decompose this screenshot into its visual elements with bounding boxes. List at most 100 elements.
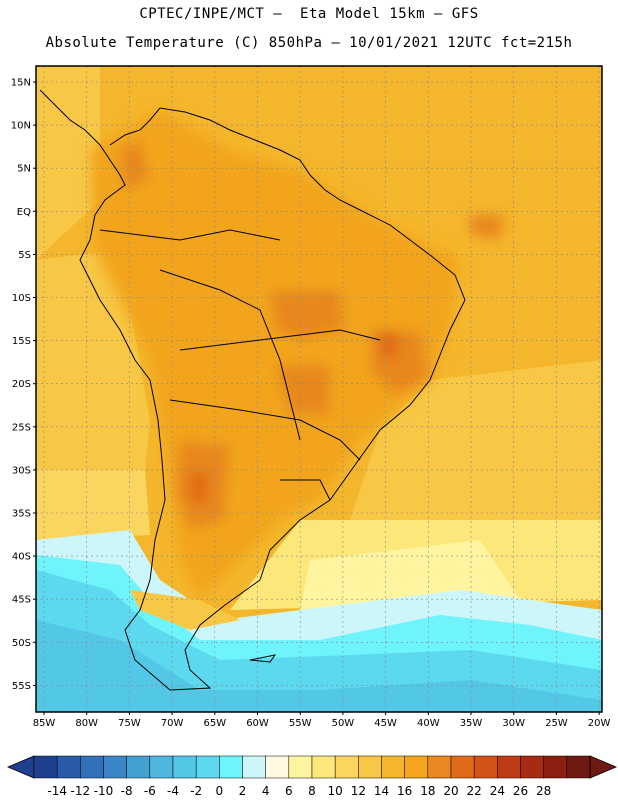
- colorbar-label: 26: [513, 784, 528, 798]
- lat-label: 5N: [17, 164, 31, 175]
- colorbar-label: 12: [351, 784, 366, 798]
- colorbar-labels: -14 -12 -10 -8 -6 -4 -2 0 2 4 6 8 10 12 14 16 18 20 22 24 26…: [47, 784, 551, 798]
- lon-label: 65W: [203, 718, 226, 729]
- lat-label: 45S: [12, 595, 31, 606]
- lat-label: 20S: [12, 379, 31, 390]
- lat-label: 55S: [12, 681, 31, 692]
- lon-label: 55W: [289, 718, 312, 729]
- lat-label: 15S: [12, 336, 31, 347]
- cold-band-4: [36, 620, 602, 712]
- border-uruguay: [280, 479, 331, 501]
- latitude-labels: 15N 10N 5N EQ 5S 10S 15S 20S 25S 30S 35S 40S 45S 50S 5…: [11, 78, 36, 692]
- lat-label: EQ: [17, 207, 31, 218]
- patagonia-warm-tongue: [130, 590, 240, 630]
- lat-label: 15N: [11, 78, 31, 89]
- colorbar-swatch: [520, 755, 544, 779]
- pacific-cool-zone: [36, 470, 150, 540]
- colorbar-swatch: [288, 755, 313, 779]
- lat-label: 30S: [12, 465, 31, 476]
- longitude-labels: 85W 80W 75W 70W 65W 60W 55W 50W 45W 40W 35W 30W 25W 2…: [33, 712, 611, 729]
- colorbar-swatch: [381, 755, 405, 779]
- lon-label: 70W: [161, 718, 184, 729]
- colorbar-swatch: [56, 755, 81, 779]
- colorbar-swatch: [242, 755, 266, 779]
- colorbar-label: 18: [420, 784, 435, 798]
- border-south: [169, 399, 361, 461]
- lon-label: 30W: [502, 718, 525, 729]
- colorbar-swatch: [543, 755, 568, 779]
- colorbar-swatch: [497, 755, 521, 779]
- temperature-field: [36, 66, 602, 712]
- lat-label: 5S: [18, 250, 31, 261]
- lon-label: 50W: [332, 718, 355, 729]
- lon-label: 80W: [75, 718, 98, 729]
- colorbar-swatch: [358, 755, 382, 779]
- atlantic-mid-zone: [350, 360, 602, 540]
- colorbar-label: -8: [121, 784, 133, 798]
- lat-label: 10S: [12, 293, 31, 304]
- colorbar-label: 20: [443, 784, 458, 798]
- colorbar-swatch: [566, 755, 591, 779]
- lat-label: 25S: [12, 422, 31, 433]
- lon-label: 40W: [417, 718, 440, 729]
- land-warm-field: [90, 110, 505, 600]
- colorbar-label: 28: [536, 784, 551, 798]
- colorbar-swatch: [80, 755, 104, 779]
- colorbar-swatch: [265, 755, 290, 779]
- lon-label: 35W: [460, 718, 483, 729]
- lat-label: 40S: [12, 552, 31, 563]
- lon-label: 25W: [545, 718, 568, 729]
- colorbar-label: 0: [216, 784, 224, 798]
- lon-label: 75W: [118, 718, 141, 729]
- colorbar-swatch: [195, 755, 220, 779]
- south-america-coast: [39, 89, 466, 691]
- border-west: [159, 269, 301, 441]
- colorbar-swatch: [219, 755, 243, 779]
- colorbar-label: 6: [285, 784, 293, 798]
- colorbar-label: -14: [47, 784, 67, 798]
- colorbar-swatch: [172, 755, 197, 779]
- lat-lon-grid: [36, 66, 602, 712]
- colorbar-swatch: [33, 755, 58, 779]
- colorbar-label: 10: [328, 784, 343, 798]
- map-title-line1: CPTEC/INPE/MCT — Eta Model 15km — GFS: [139, 6, 479, 22]
- lon-label: 85W: [33, 718, 56, 729]
- colorbar-label: -10: [94, 784, 114, 798]
- colorbar-swatch: [404, 755, 429, 779]
- falklands: [249, 654, 277, 663]
- colorbar-swatch: [311, 755, 336, 779]
- colorbar-low-arrow: [6, 755, 35, 779]
- colorbar-label: 4: [262, 784, 270, 798]
- colorbar-swatch: [103, 755, 127, 779]
- map-title-line2: Absolute Temperature (C) 850hPa — 10/01/…: [45, 35, 573, 51]
- colorbar-swatch: [334, 755, 359, 779]
- colorbar-label: -6: [144, 784, 156, 798]
- colorbar-label: 16: [397, 784, 412, 798]
- colorbar-label: 14: [374, 784, 389, 798]
- colorbar-label: -2: [190, 784, 202, 798]
- lon-label: 20W: [588, 718, 611, 729]
- colorbar-swatch: [126, 755, 151, 779]
- colorbar-swatch: [427, 755, 452, 779]
- lat-label: 35S: [12, 509, 31, 520]
- lon-label: 45W: [374, 718, 397, 729]
- colorbar-swatch: [473, 755, 498, 779]
- colorbar: [6, 755, 618, 779]
- border-north: [99, 229, 281, 241]
- lon-label: 60W: [246, 718, 269, 729]
- border-central: [179, 329, 381, 351]
- colorbar-label: 24: [490, 784, 505, 798]
- colorbar-high-arrow: [589, 755, 618, 779]
- colorbar-swatch: [149, 755, 174, 779]
- pacific-mid-zone: [36, 250, 150, 520]
- colorbar-label: 8: [308, 784, 316, 798]
- colorbar-label: -4: [167, 784, 179, 798]
- colorbar-label: 22: [467, 784, 482, 798]
- colorbar-label: 2: [239, 784, 247, 798]
- lat-label: 50S: [12, 638, 31, 649]
- map-frame: [35, 65, 603, 713]
- colorbar-swatch: [450, 755, 475, 779]
- colorbar-label: -12: [71, 784, 91, 798]
- coastlines: [39, 89, 466, 691]
